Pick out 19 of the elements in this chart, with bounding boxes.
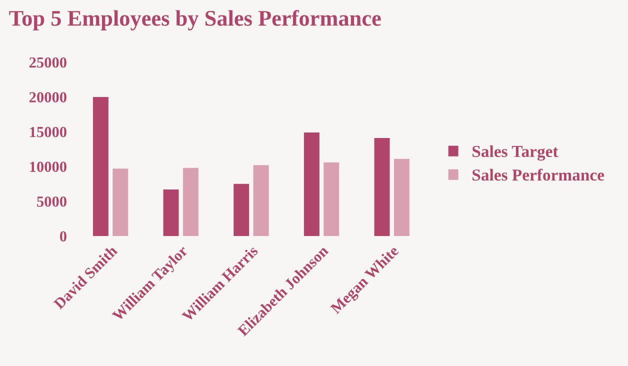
bar — [253, 165, 269, 236]
bar — [324, 162, 340, 236]
bar — [234, 184, 250, 236]
legend-label: Sales Target — [472, 145, 558, 161]
y-tick-label: 10000 — [30, 162, 66, 172]
y-tick-label: 25000 — [29, 57, 66, 68]
y-tick-label: 0 — [60, 231, 66, 242]
bar — [92, 96, 108, 236]
chart-title: Top 5 Employees by Sales Performance — [9, 10, 381, 30]
bar — [112, 168, 128, 236]
bar — [394, 158, 410, 236]
y-tick-label: 20000 — [29, 92, 66, 102]
bar — [374, 138, 390, 236]
bar — [304, 132, 320, 236]
bar — [163, 189, 179, 236]
y-tick-label: 5000 — [37, 196, 66, 207]
legend-label: Sales Performance — [472, 168, 604, 181]
bar — [182, 168, 198, 236]
y-tick-label: 15000 — [30, 126, 66, 138]
